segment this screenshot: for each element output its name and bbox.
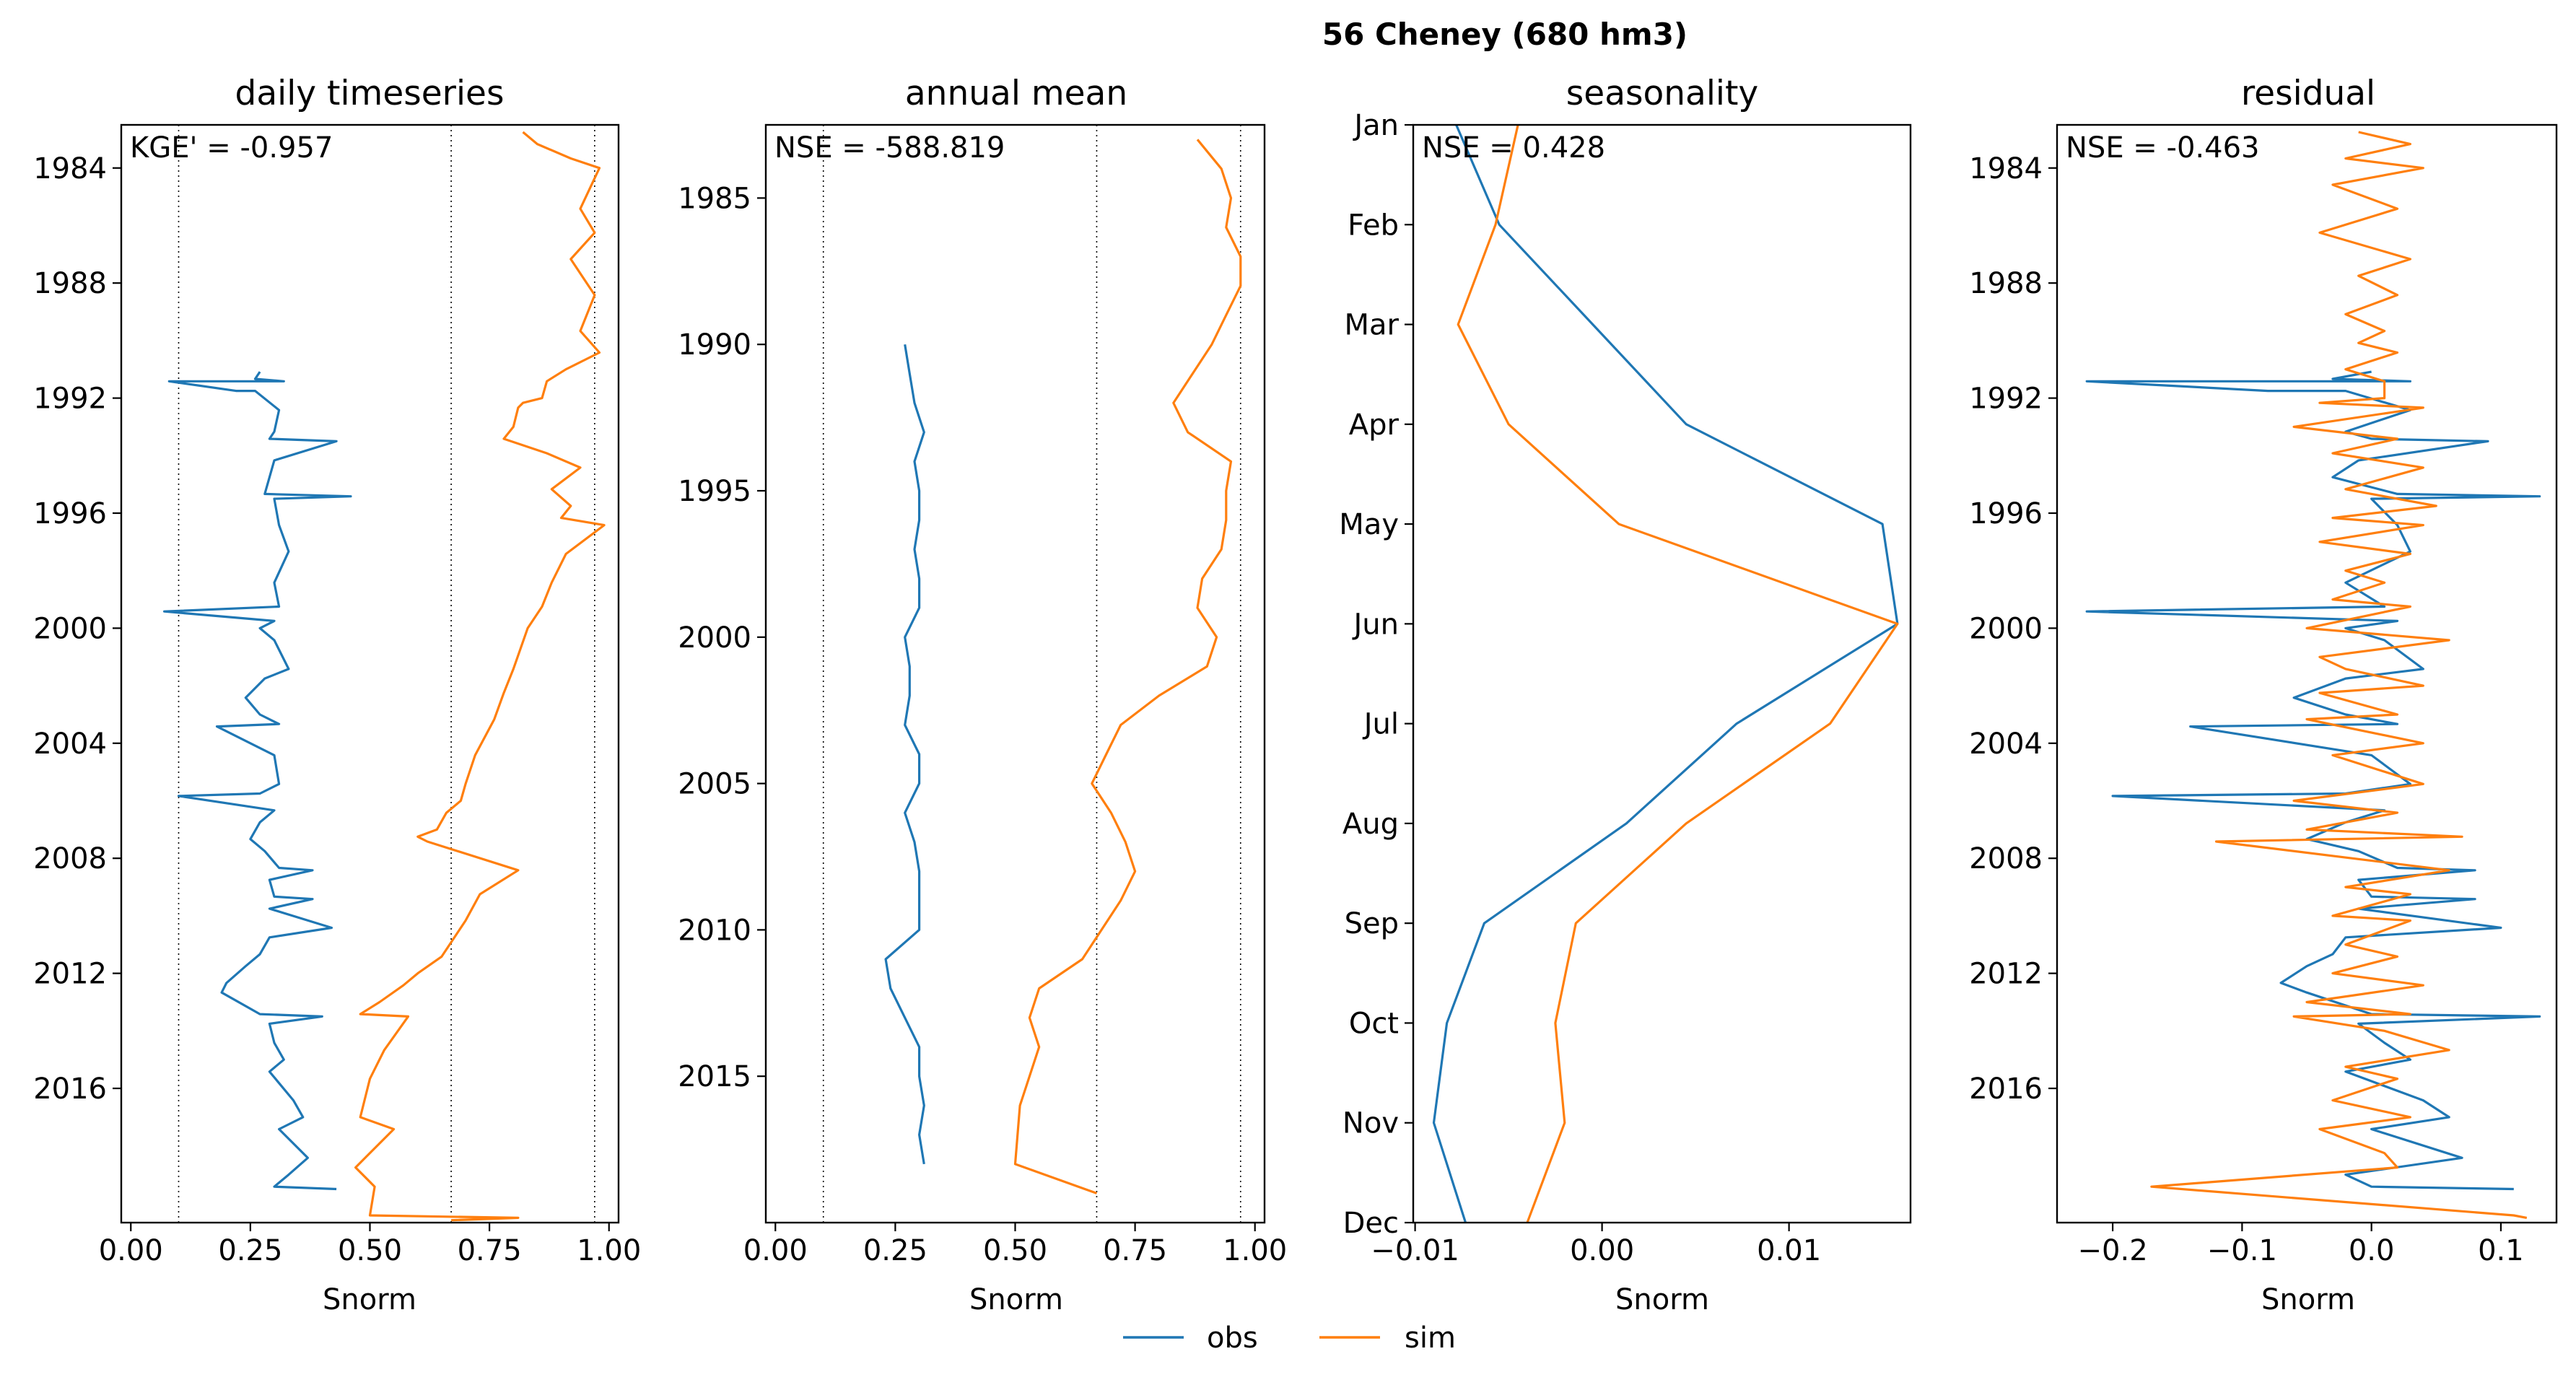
y-tick-label-annual-mean-5: 2010 <box>678 914 751 947</box>
y-tick-label-daily-timeseries-1: 1988 <box>33 267 107 300</box>
y-tick-label-annual-mean-3: 2000 <box>678 621 751 655</box>
panel-title-residual: residual <box>2241 74 2375 113</box>
x-axis-label-seasonality: Snorm <box>1615 1283 1709 1316</box>
y-tick-label-daily-timeseries-8: 2016 <box>33 1072 107 1106</box>
x-tick-label-daily-timeseries-4: 1.00 <box>577 1234 641 1267</box>
x-tick-label-seasonality-2: 0.01 <box>1757 1234 1821 1267</box>
x-axis-label-daily-timeseries: Snorm <box>323 1283 416 1316</box>
y-tick-label-daily-timeseries-0: 1984 <box>33 152 107 185</box>
figure-suptitle: 56 Cheney (680 hm3) <box>1322 17 1688 52</box>
y-tick-label-seasonality-9: Oct <box>1349 1007 1399 1040</box>
y-tick-label-residual-6: 2008 <box>1969 842 2043 875</box>
metric-annotation-annual-mean: NSE = -588.819 <box>774 131 1005 165</box>
y-tick-label-daily-timeseries-5: 2004 <box>33 728 107 761</box>
y-tick-label-residual-1: 1988 <box>1969 267 2043 300</box>
y-tick-label-seasonality-11: Dec <box>1343 1207 1399 1240</box>
series-line-sim-residual <box>2150 131 2528 1219</box>
x-tick-label-annual-mean-0: 0.00 <box>743 1234 808 1267</box>
y-tick-label-seasonality-7: Aug <box>1342 808 1399 841</box>
y-tick-label-residual-7: 2012 <box>1969 958 2043 991</box>
y-tick-label-seasonality-5: Jun <box>1352 608 1400 641</box>
legend-label-sim: sim <box>1405 1321 1456 1355</box>
legend-label-obs: obs <box>1207 1321 1258 1355</box>
x-tick-label-annual-mean-2: 0.50 <box>983 1234 1047 1267</box>
y-tick-label-seasonality-3: Apr <box>1349 408 1400 442</box>
x-tick-label-daily-timeseries-0: 0.00 <box>99 1234 163 1267</box>
metric-annotation-daily-timeseries: KGE' = -0.957 <box>130 131 333 165</box>
panel-title-annual-mean: annual mean <box>905 74 1127 113</box>
x-tick-label-residual-1: −0.1 <box>2207 1234 2277 1267</box>
y-tick-label-annual-mean-6: 2015 <box>678 1060 751 1093</box>
panel-residual: residual Snorm <box>2241 74 2375 1316</box>
y-tick-label-daily-timeseries-3: 1996 <box>33 497 107 530</box>
y-tick-label-residual-0: 1984 <box>1969 152 2043 185</box>
axes-frame-residual <box>2056 123 2558 1224</box>
axes-frame-annual-mean <box>764 123 1266 1224</box>
y-tick-label-residual-4: 2000 <box>1969 612 2043 645</box>
plot-area-annual-mean: 0.00 0.25 0.50 0.75 1.00 1985 1990 1995 2000 2005… <box>678 123 1287 1267</box>
y-tick-label-annual-mean-4: 2005 <box>678 768 751 801</box>
series-line-obs-daily-timeseries <box>163 371 352 1191</box>
panel-annual-mean: annual mean Snorm <box>905 74 1127 1316</box>
axes-frame-seasonality <box>1412 123 1912 1224</box>
y-tick-label-residual-3: 1996 <box>1969 497 2043 530</box>
y-tick-label-seasonality-10: Nov <box>1342 1107 1399 1140</box>
panel-title-daily-timeseries: daily timeseries <box>235 74 505 113</box>
y-tick-label-seasonality-1: Feb <box>1348 209 1399 242</box>
series-line-obs-seasonality <box>1432 124 1899 1223</box>
y-tick-label-residual-5: 2004 <box>1969 728 2043 761</box>
x-tick-label-daily-timeseries-2: 0.50 <box>338 1234 402 1267</box>
x-tick-label-residual-0: −0.2 <box>2078 1234 2148 1267</box>
metric-annotation-residual: NSE = -0.463 <box>2066 131 2259 165</box>
x-tick-label-seasonality-1: 0.00 <box>1570 1234 1634 1267</box>
x-tick-label-residual-2: 0.0 <box>2349 1234 2395 1267</box>
y-tick-label-seasonality-6: Jul <box>1362 708 1399 741</box>
series-line-obs-annual-mean <box>884 344 925 1165</box>
plot-area-daily-timeseries: 0.00 0.25 0.50 0.75 1.00 1984 1988 1992 1996 2000… <box>33 123 641 1267</box>
series-line-sim-seasonality <box>1457 124 1899 1223</box>
x-axis-label-residual: Snorm <box>2261 1283 2355 1316</box>
y-tick-label-annual-mean-0: 1985 <box>678 182 751 215</box>
x-tick-label-annual-mean-4: 1.00 <box>1223 1234 1287 1267</box>
panel-title-seasonality: seasonality <box>1566 74 1758 113</box>
legend: obs sim <box>1123 1321 1456 1355</box>
plot-area-seasonality: −0.01 0.00 0.01 Jan Feb Mar Apr May Jun Jul Aug Sep… <box>1339 109 1912 1267</box>
x-axis-label-annual-mean: Snorm <box>969 1283 1063 1316</box>
series-line-obs-residual <box>2085 370 2541 1191</box>
x-tick-label-seasonality-0: −0.01 <box>1371 1234 1459 1267</box>
x-tick-label-daily-timeseries-3: 0.75 <box>458 1234 522 1267</box>
y-tick-label-daily-timeseries-6: 2008 <box>33 842 107 875</box>
x-tick-label-residual-3: 0.1 <box>2478 1234 2524 1267</box>
y-tick-label-daily-timeseries-7: 2012 <box>33 958 107 991</box>
y-tick-label-seasonality-2: Mar <box>1345 309 1400 342</box>
y-tick-label-annual-mean-1: 1990 <box>678 328 751 362</box>
panel-daily-timeseries: daily timeseries Snorm <box>235 74 505 1316</box>
x-tick-label-annual-mean-1: 0.25 <box>863 1234 927 1267</box>
y-tick-label-seasonality-0: Jan <box>1352 109 1399 142</box>
axes-frame-daily-timeseries <box>120 123 620 1224</box>
y-tick-label-seasonality-4: May <box>1339 508 1399 541</box>
y-tick-label-seasonality-8: Sep <box>1345 907 1399 940</box>
y-tick-label-daily-timeseries-2: 1992 <box>33 383 107 416</box>
y-tick-label-residual-2: 1992 <box>1969 383 2043 416</box>
series-line-sim-annual-mean <box>1013 139 1242 1194</box>
y-tick-label-residual-8: 2016 <box>1969 1072 2043 1106</box>
metric-annotation-seasonality: NSE = 0.428 <box>1422 131 1605 165</box>
y-tick-label-annual-mean-2: 1995 <box>678 475 751 508</box>
series-line-sim-daily-timeseries <box>354 131 606 1222</box>
x-tick-label-daily-timeseries-1: 0.25 <box>218 1234 282 1267</box>
y-tick-label-daily-timeseries-4: 2000 <box>33 612 107 645</box>
x-tick-label-annual-mean-3: 0.75 <box>1103 1234 1167 1267</box>
panel-seasonality: seasonality Snorm <box>1566 74 1758 1316</box>
plot-area-residual: −0.2 −0.1 0.0 0.1 1984 1988 1992 1996 2000 2004 20… <box>1969 123 2558 1267</box>
